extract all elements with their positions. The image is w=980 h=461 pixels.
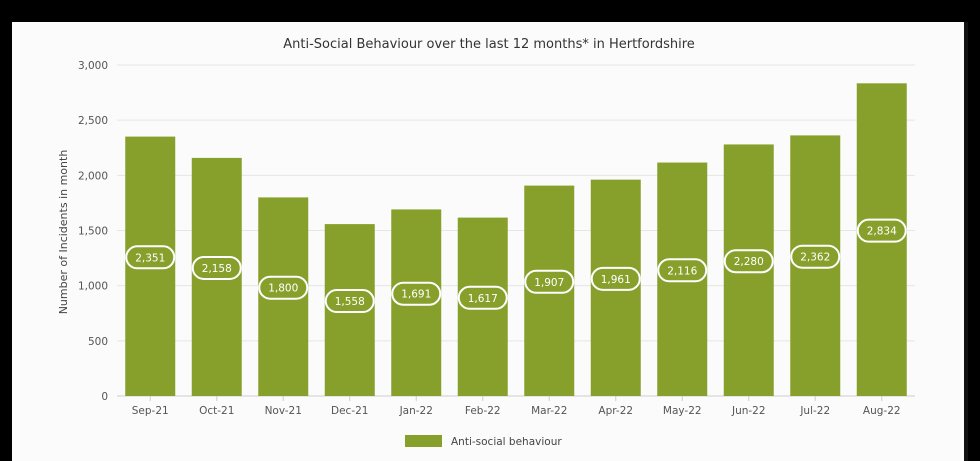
x-tick-label: Aug-22 [863, 405, 901, 417]
y-tick-label: 1,500 [78, 226, 108, 238]
data-label: 1,691 [391, 281, 442, 306]
data-label: 2,158 [191, 255, 242, 280]
x-tick-label: Jun-22 [731, 405, 766, 417]
data-label-text: 2,351 [135, 252, 165, 264]
y-tick-label: 2,500 [78, 115, 108, 127]
x-tick-label: Apr-22 [598, 405, 633, 417]
gridlines: 0 500 1,000 1,500 2,000 2,500 3,000 [78, 60, 915, 403]
data-label-pill [723, 249, 774, 274]
y-axis-title: Number of Incidents in month [57, 150, 70, 315]
data-label-pill [258, 275, 309, 300]
bars-group [125, 83, 907, 396]
data-label-text: 1,691 [401, 289, 431, 301]
x-axis-ticks: Sep-21 Oct-21 Nov-21 Dec-21 Jan-22 Feb-22 Mar-… [132, 396, 901, 417]
y-tick-label: 500 [88, 336, 108, 348]
data-label: 2,351 [125, 245, 176, 270]
x-tick-label: May-22 [663, 405, 702, 417]
data-label-pill [657, 258, 708, 283]
data-label-pill [856, 218, 907, 243]
y-tick-label: 3,000 [78, 60, 108, 72]
x-tick-label: Dec-21 [331, 405, 368, 417]
data-label-pill [324, 289, 375, 314]
data-label-text: 1,800 [268, 283, 298, 295]
y-tick-label: 1,000 [78, 281, 108, 293]
legend-label: Anti-social behaviour [451, 436, 562, 448]
data-label-text: 2,158 [202, 263, 232, 275]
data-label: 1,961 [590, 266, 641, 291]
x-tick-label: Feb-22 [465, 405, 501, 417]
data-label: 2,280 [723, 249, 774, 274]
data-label-text: 1,617 [468, 293, 498, 305]
data-label-pill [524, 269, 575, 294]
data-label-text: 2,362 [800, 252, 830, 264]
x-tick-label: Oct-21 [199, 405, 234, 417]
chart-title: Anti-Social Behaviour over the last 12 m… [283, 37, 695, 52]
data-label: 1,800 [258, 275, 309, 300]
data-label-text: 1,558 [335, 296, 365, 308]
data-label-pill [590, 266, 641, 291]
data-label-pill [790, 244, 841, 269]
data-label: 2,362 [790, 244, 841, 269]
data-label-pill [125, 245, 176, 270]
legend-swatch [405, 435, 442, 447]
x-tick-label: Mar-22 [531, 405, 567, 417]
data-label-pill [391, 281, 442, 306]
legend[interactable]: Anti-social behaviour [405, 435, 562, 448]
data-label: 2,116 [657, 258, 708, 283]
data-label: 1,558 [324, 289, 375, 314]
data-label-text: 1,961 [601, 274, 631, 286]
data-label-pill [457, 285, 508, 310]
data-label-pill [191, 255, 242, 280]
chart-panel: Anti-Social Behaviour over the last 12 m… [12, 22, 968, 461]
data-label-text: 2,116 [667, 265, 697, 277]
x-tick-label: Sep-21 [132, 405, 169, 417]
data-label-text: 2,280 [734, 256, 764, 268]
data-label: 1,617 [457, 285, 508, 310]
data-label: 2,834 [856, 218, 907, 243]
y-tick-label: 0 [101, 391, 108, 403]
x-tick-label: Jul-22 [799, 405, 830, 417]
bar-chart: Anti-Social Behaviour over the last 12 m… [57, 37, 915, 448]
x-tick-label: Jan-22 [399, 405, 433, 417]
data-label-text: 2,834 [867, 226, 897, 238]
y-tick-label: 2,000 [78, 170, 108, 182]
data-labels-group: 2,351 2,158 1,800 1,558 1,691 1,617 1,907 1,961… [125, 218, 907, 314]
x-tick-label: Nov-21 [265, 405, 302, 417]
data-label-text: 1,907 [534, 277, 564, 289]
data-label: 1,907 [524, 269, 575, 294]
